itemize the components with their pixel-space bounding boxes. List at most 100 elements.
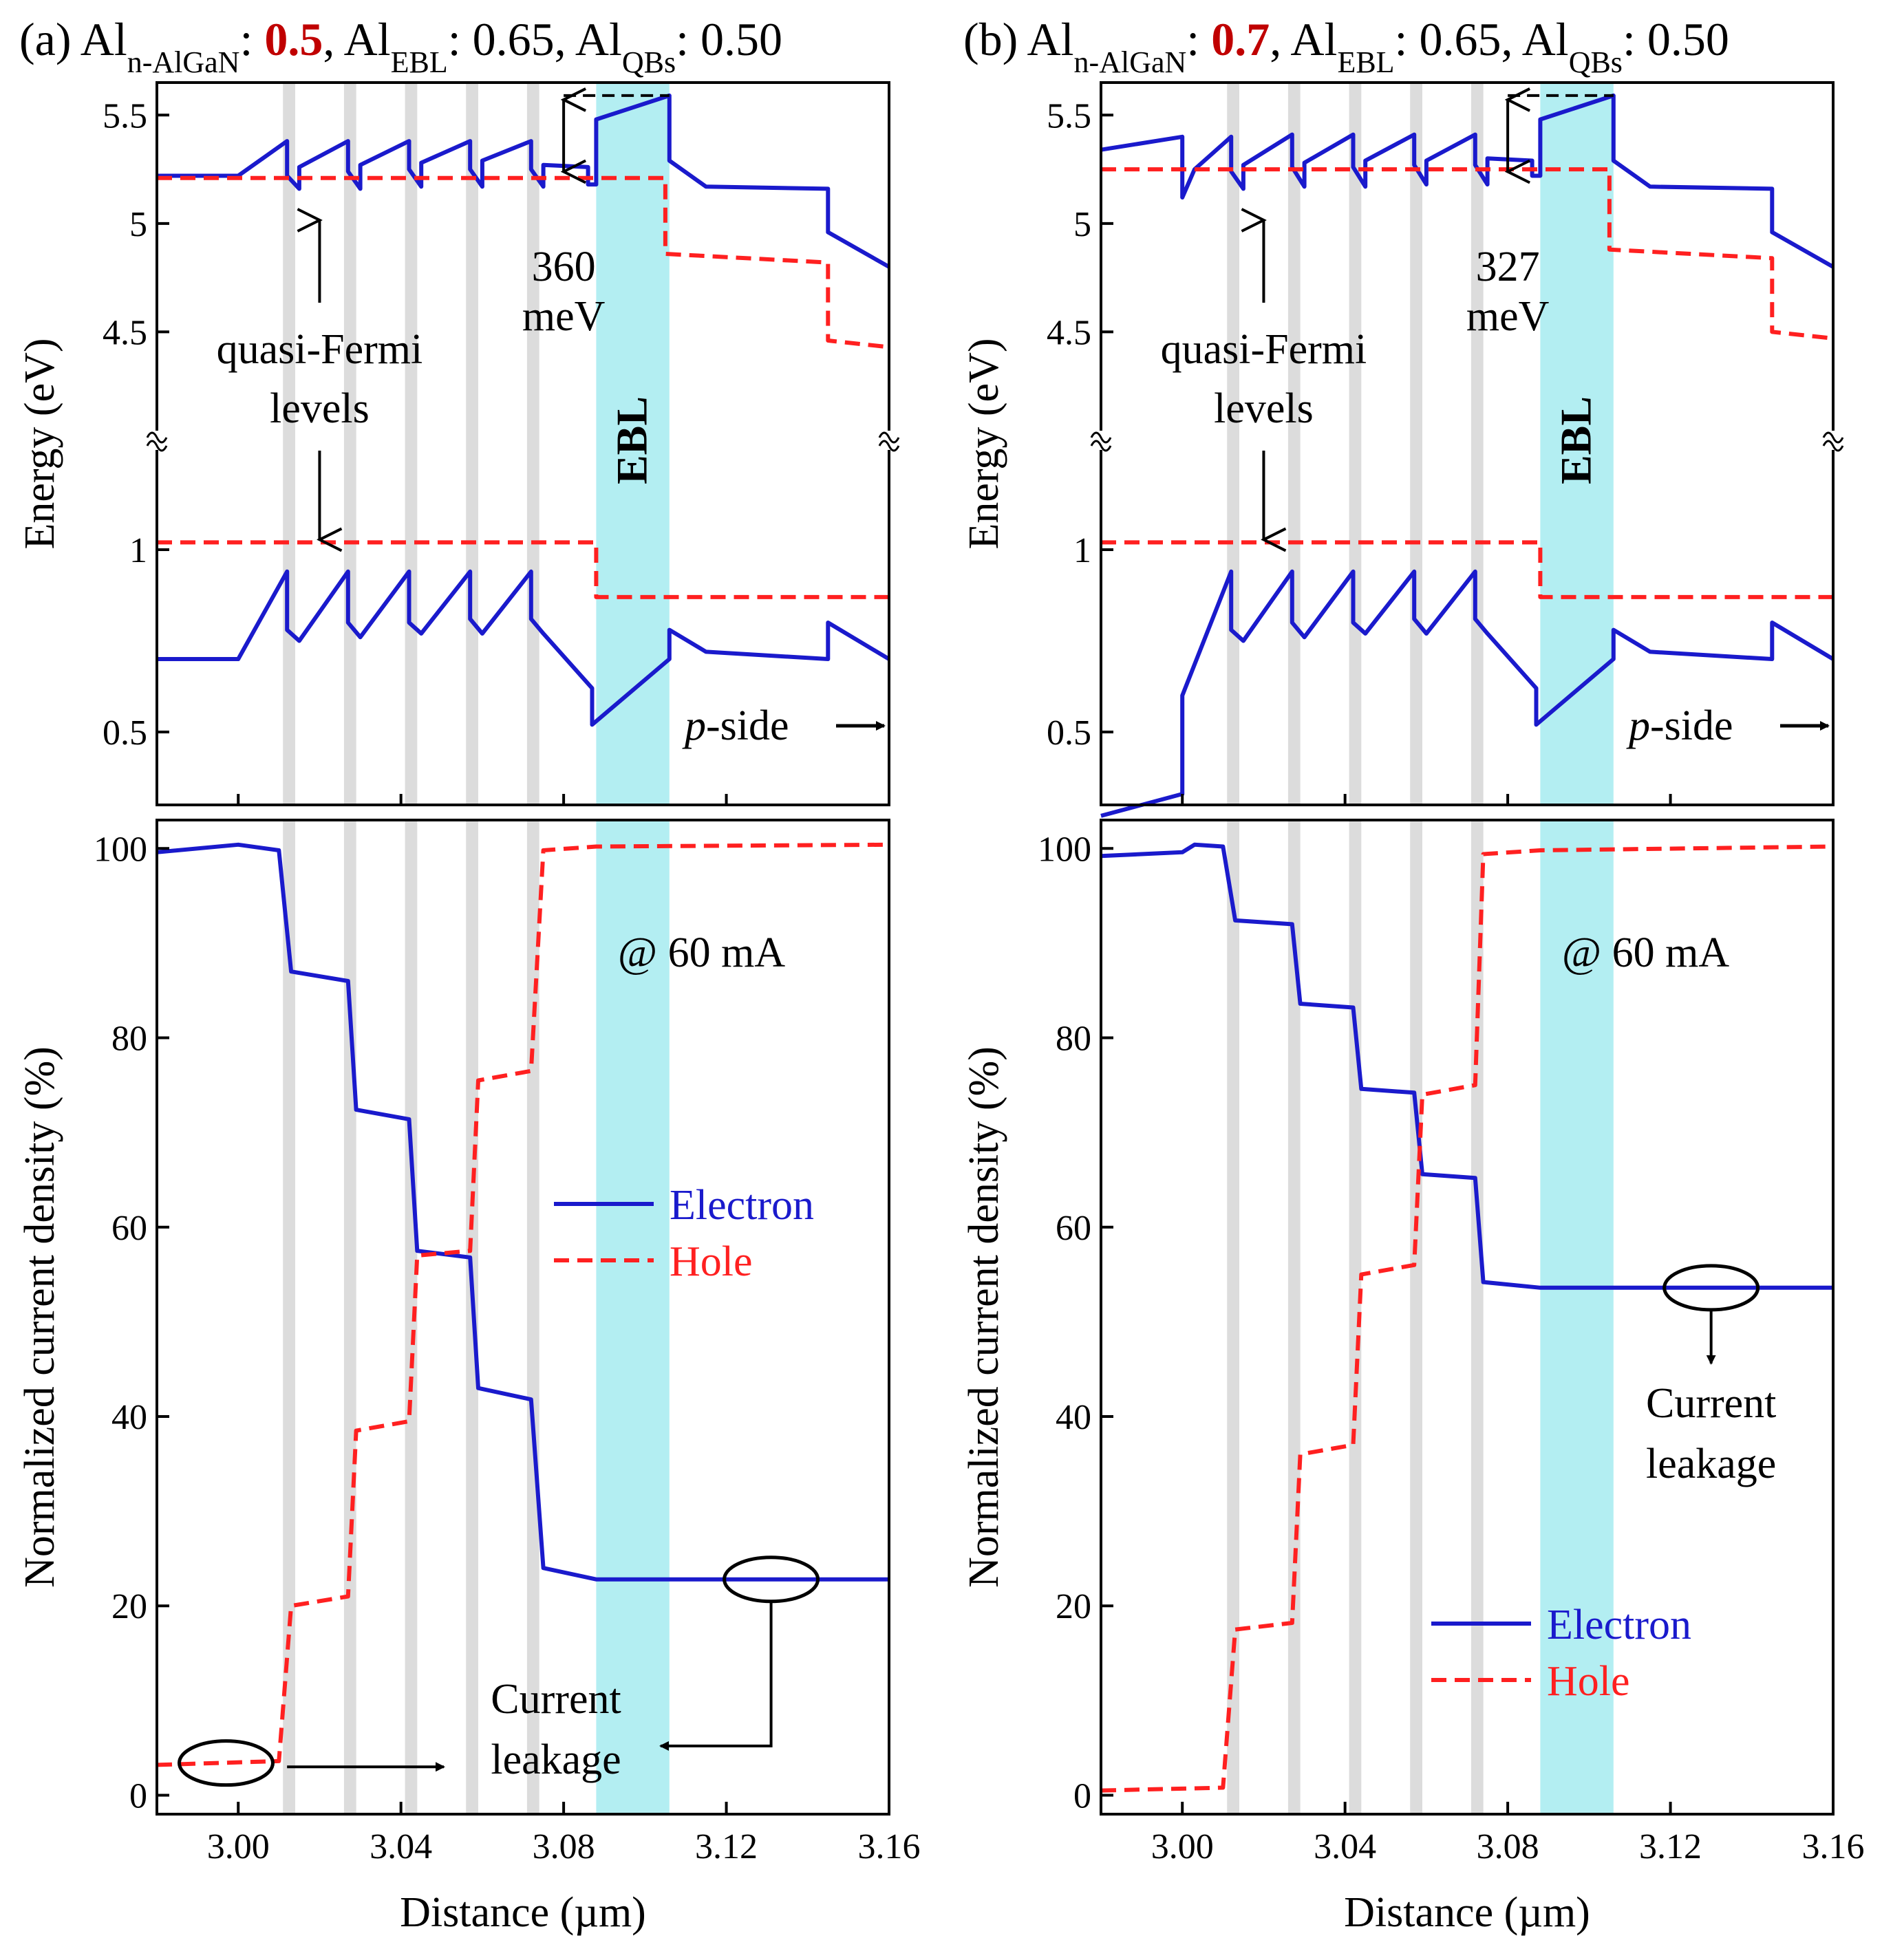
- leakage-line2: leakage: [491, 1736, 621, 1783]
- hole-current-line: [1100, 844, 1834, 1793]
- electron-current-line: [156, 842, 889, 1582]
- p-side-label: p-side: [682, 702, 789, 749]
- ebl-shade-energy: [1540, 83, 1614, 805]
- p-side-rest: -side: [706, 702, 789, 749]
- x-tick-label: 3.12: [695, 1827, 758, 1866]
- leakage-line1: Current: [1646, 1380, 1776, 1427]
- ebl-label: EBL: [608, 396, 656, 484]
- conduction-band-line: [1100, 93, 1835, 269]
- quantum-well-shade-energy: [343, 83, 356, 805]
- panel-title-part-5: EBL: [1337, 45, 1394, 79]
- quantum-well-shade-energy: [405, 83, 418, 805]
- panel-title-part-2: :: [1186, 13, 1211, 65]
- barrier-unit: meV: [522, 293, 606, 340]
- quantum-well-shade-current: [343, 820, 356, 1814]
- panel-title: (b) Aln-AlGaN: 0.7, AlEBL: 0.65, AlQBs: …: [963, 13, 1729, 79]
- current-y-tick-label: 80: [111, 1020, 147, 1059]
- energy-tick-label: 5.5: [103, 96, 147, 136]
- current-y-tick-label: 0: [1073, 1776, 1091, 1816]
- p-side-rest: -side: [1650, 702, 1733, 749]
- energy-axis-label: Energy (eV): [17, 338, 63, 549]
- current-annotation: @ 60 mA: [618, 929, 785, 976]
- current-axes-frame: [1100, 819, 1835, 1816]
- energy-tick-label: 5: [1073, 205, 1091, 244]
- qfl-annotation-line1: quasi-Fermi: [1161, 326, 1367, 373]
- panel-title-part-3: 0.5: [264, 13, 323, 65]
- quantum-well-shade-current: [1287, 820, 1301, 1814]
- panel-title-part-4: , Al: [1270, 13, 1337, 65]
- panel-title-part-2: :: [239, 13, 264, 65]
- current-y-tick-label: 0: [129, 1776, 147, 1816]
- quantum-well-shade-energy: [1470, 83, 1484, 805]
- ebl-shade-current: [1540, 820, 1614, 1814]
- current-y-tick-label: 100: [1038, 830, 1091, 869]
- p-side-italic: p: [1626, 702, 1650, 749]
- barrier-unit: meV: [1466, 293, 1550, 340]
- current-axis-label: Normalized current density (%): [17, 1046, 63, 1588]
- hole-quasi-fermi-line: [1101, 540, 1833, 599]
- current-y-tick-label: 20: [111, 1587, 147, 1626]
- ebl-shade-current: [596, 820, 670, 1814]
- legend-electron-label: Electron: [670, 1182, 814, 1229]
- legend-hole-label: Hole: [670, 1238, 753, 1285]
- quantum-well-shade-current: [1470, 820, 1484, 1814]
- axis-break-mark: [146, 431, 168, 452]
- quantum-well-shade-current: [283, 820, 295, 1814]
- panel-title: (a) Aln-AlGaN: 0.5, AlEBL: 0.65, AlQBs: …: [19, 13, 782, 79]
- ebl-label: EBL: [1552, 396, 1601, 484]
- panel-title-part-7: QBs: [622, 45, 676, 79]
- current-y-tick-label: 80: [1056, 1020, 1091, 1059]
- electron-current-line: [1100, 842, 1833, 1290]
- energy-tick-label: 1: [129, 531, 147, 570]
- panel-title-part-6: : 0.65, Al: [448, 13, 622, 65]
- quantum-well-shade-current: [1227, 820, 1239, 1814]
- panel-b: (b) Aln-AlGaN: 0.7, AlEBL: 0.65, AlQBs: …: [961, 13, 1865, 1936]
- current-y-tick-label: 60: [111, 1209, 147, 1248]
- leakage-line2: leakage: [1646, 1441, 1776, 1487]
- quantum-well-shade-current: [526, 820, 539, 1814]
- x-tick-label: 3.04: [370, 1827, 432, 1866]
- panel-title-part-0: (a) Al: [19, 13, 127, 65]
- panel-title-part-8: : 0.50: [676, 13, 782, 65]
- quantum-well-shade-energy: [1349, 83, 1362, 805]
- current-y-tick-label: 20: [1056, 1587, 1091, 1626]
- legend-hole-label: Hole: [1547, 1658, 1630, 1705]
- x-tick-label: 3.16: [858, 1827, 921, 1866]
- current-y-tick-label: 40: [111, 1398, 147, 1437]
- x-tick-label: 3.00: [1151, 1827, 1214, 1866]
- quantum-well-shade-energy: [1410, 83, 1422, 805]
- x-tick-label: 3.16: [1802, 1827, 1865, 1866]
- panel-title-part-4: , Al: [323, 13, 390, 65]
- energy-tick-label: 5.5: [1047, 96, 1091, 136]
- legend-electron-label: Electron: [1547, 1602, 1691, 1648]
- panel-title-part-5: EBL: [391, 45, 448, 79]
- current-axes-frame: [156, 819, 890, 1816]
- panel-title-part-1: n-AlGaN: [127, 45, 240, 79]
- leakage-arrow-electron: [659, 1601, 773, 1751]
- hole-current-line: [156, 842, 890, 1767]
- energy-axes-frame: [1100, 81, 1835, 806]
- axis-break-mark: [1822, 431, 1844, 452]
- p-side-italic: p: [682, 702, 706, 749]
- current-y-tick-label: 60: [1056, 1209, 1091, 1248]
- conduction-band-line: [157, 93, 890, 269]
- energy-tick-label: 5: [129, 205, 147, 244]
- quantum-well-shade-energy: [283, 83, 295, 805]
- quantum-well-shade-energy: [1287, 83, 1301, 805]
- panel-a: (a) Aln-AlGaN: 0.5, AlEBL: 0.65, AlQBs: …: [17, 13, 921, 1936]
- panel-title-part-6: : 0.65, Al: [1395, 13, 1569, 65]
- qfl-annotation-line2: levels: [270, 385, 370, 432]
- panel-title-part-1: n-AlGaN: [1074, 45, 1187, 79]
- barrier-value: 327: [1476, 244, 1540, 290]
- quantum-well-shade-energy: [526, 83, 539, 805]
- quantum-well-shade-energy: [466, 83, 478, 805]
- axis-break-mark: [1090, 431, 1112, 452]
- panel-title-part-7: QBs: [1569, 45, 1623, 79]
- quantum-well-shade-energy: [1227, 83, 1239, 805]
- qfl-annotation-line2: levels: [1214, 385, 1314, 432]
- x-axis-label: Distance (µm): [400, 1889, 646, 1936]
- hole-quasi-fermi-line: [157, 540, 889, 599]
- current-annotation: @ 60 mA: [1562, 929, 1729, 976]
- energy-axis-label: Energy (eV): [961, 338, 1007, 549]
